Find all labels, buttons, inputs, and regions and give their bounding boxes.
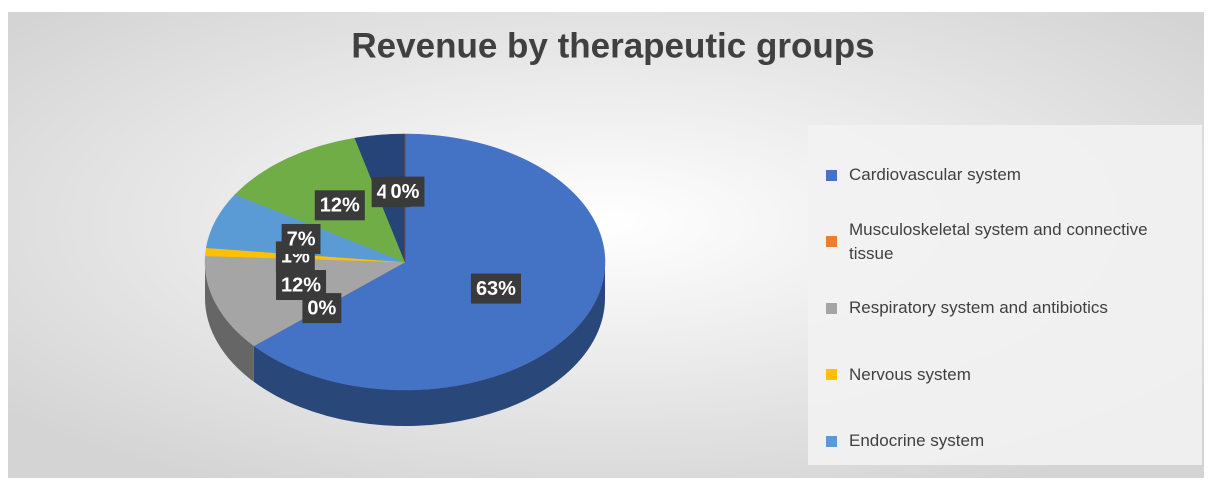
legend-item: Endocrine system (826, 408, 1202, 475)
legend-swatch (826, 236, 837, 248)
data-label-box (314, 190, 365, 221)
legend-label: Respiratory system and antibiotics (849, 298, 1108, 318)
legend: Cardiovascular system Musculoskeletal sys… (808, 125, 1202, 465)
legend-item: Respiratory system and antibiotics (826, 275, 1202, 342)
pie-slice (253, 133, 606, 391)
data-label-text: 7% (287, 228, 316, 250)
legend-swatch (826, 369, 837, 381)
legend-swatch (826, 435, 837, 447)
pie-sides (205, 262, 605, 426)
data-label-box (281, 223, 321, 254)
data-label: 12% (314, 190, 365, 221)
legend-label: Musculoskeletal system and connective ti… (849, 219, 1148, 263)
legend-swatch (826, 302, 837, 314)
data-label-text: 12% (320, 195, 360, 217)
data-label-box (385, 176, 425, 207)
legend-label: Nervous system (849, 364, 971, 384)
legend-label: Cardiovascular system (849, 165, 1021, 185)
data-label-text: 0% (307, 297, 336, 319)
data-label-box (470, 273, 521, 304)
data-label: 0% (385, 176, 425, 207)
pie-slice-side (253, 262, 605, 426)
data-label: 63% (470, 273, 521, 304)
data-label-text: 63% (476, 278, 516, 300)
pie-slices (204, 133, 606, 391)
legend-label: Endocrine system (849, 431, 985, 451)
data-label: 12% (276, 270, 327, 301)
pie-slice-side (205, 262, 254, 382)
data-label-text: 0% (391, 181, 420, 203)
legend-item: Musculoskeletal system and connective ti… (826, 209, 1202, 276)
data-label-box (276, 270, 327, 301)
legend-swatch (826, 169, 837, 181)
chart-title: Revenue by therapeutic groups (351, 26, 874, 65)
legend-item: Cardiovascular system (826, 142, 1202, 209)
data-label-text: 12% (281, 274, 321, 296)
legend-item: Nervous system (826, 342, 1202, 409)
data-label: 7% (281, 223, 321, 254)
